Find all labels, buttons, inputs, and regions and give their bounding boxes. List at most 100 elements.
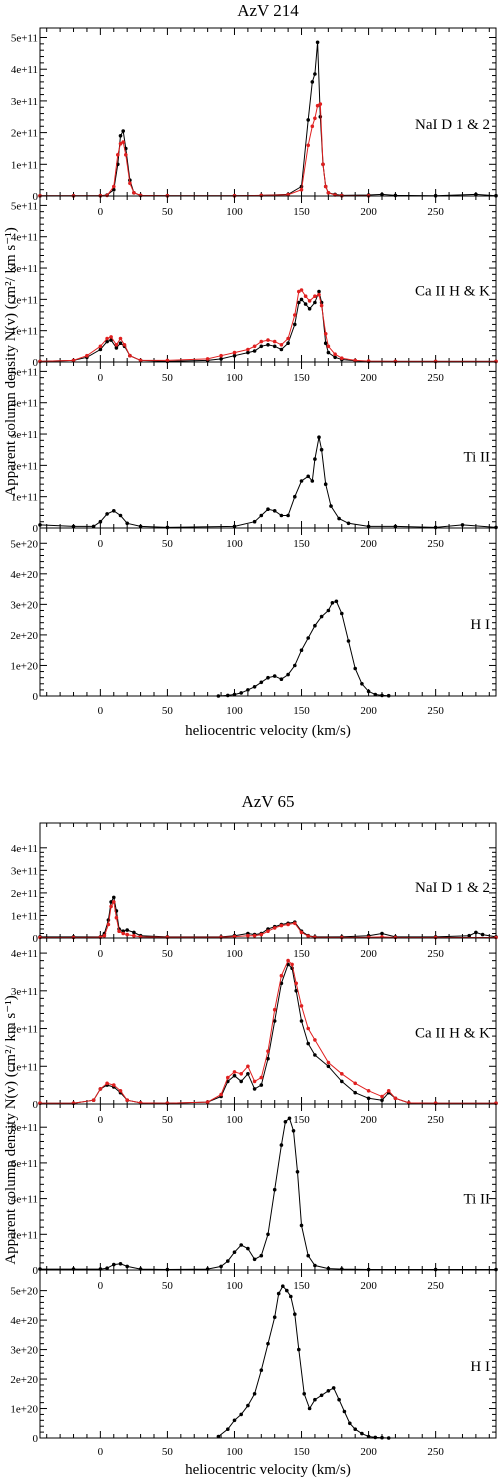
data-point (219, 1264, 223, 1269)
data-point (286, 336, 290, 341)
series-line (39, 289, 496, 362)
data-point (286, 341, 290, 346)
data-point (246, 1246, 250, 1251)
data-point (306, 143, 311, 148)
data-point (346, 521, 351, 526)
x-tick-label: 100 (226, 538, 243, 550)
data-point (294, 981, 299, 986)
data-point (299, 1223, 304, 1228)
data-point (105, 336, 109, 341)
data-point (279, 923, 284, 928)
x-tick-label: 250 (427, 705, 444, 717)
data-point (366, 524, 371, 529)
data-point (125, 1098, 129, 1102)
data-point (259, 344, 264, 349)
panel: 0 2e+11 4e+11 6e+11 8e+11 0 50 100 150 200 250 Ti I… (11, 1103, 498, 1277)
data-point (313, 72, 317, 76)
data-point (109, 338, 113, 342)
data-point (310, 124, 315, 129)
data-point (246, 347, 250, 352)
data-point (474, 192, 478, 197)
x-tick-label: 250 (427, 538, 444, 550)
data-point (386, 1089, 391, 1093)
panel-label: Ca II H & K (415, 1026, 490, 1042)
data-point (337, 1397, 341, 1402)
data-point (138, 358, 143, 363)
data-point (259, 932, 264, 937)
data-point (109, 904, 113, 909)
data-point (98, 1087, 103, 1091)
panel: 0 1e+11 2e+11 3e+11 4e+11 NaI D 1 & 2 (11, 822, 498, 945)
data-point (281, 1284, 285, 1288)
data-point (125, 521, 129, 526)
data-point (85, 353, 89, 358)
data-point (313, 294, 317, 299)
data-point (226, 693, 230, 698)
series-1 (38, 435, 498, 530)
data-point (315, 40, 320, 45)
data-point (272, 1007, 277, 1012)
x-tick-label: 200 (360, 1280, 377, 1292)
series-2 (38, 288, 498, 364)
x-tick-label: 50 (162, 705, 174, 717)
panel: 0 1e+11 2e+11 3e+11 4e+11 5e+11 0 50 100 150 200 25… (11, 361, 498, 535)
data-point (299, 479, 304, 483)
data-point (232, 1418, 237, 1423)
data-point (285, 1288, 289, 1293)
data-point (340, 611, 344, 616)
y-tick-label: 5e+11 (11, 200, 38, 212)
data-point (259, 1075, 264, 1080)
x-tick-label: 200 (360, 206, 377, 218)
data-point (252, 685, 257, 689)
data-point (386, 1436, 391, 1440)
data-point (380, 192, 384, 197)
data-point (118, 513, 123, 518)
data-point (246, 1403, 250, 1408)
data-point (106, 922, 111, 927)
data-point (373, 692, 378, 697)
data-point (353, 1081, 358, 1086)
data-point (326, 344, 331, 349)
x-tick-label: 200 (360, 1446, 377, 1458)
x-tick-label: 100 (226, 705, 243, 717)
y-tick-label: 5e+20 (10, 538, 38, 550)
data-point (380, 1098, 384, 1102)
data-point (91, 1098, 96, 1102)
y-tick-label: 0 (33, 933, 39, 945)
data-point (467, 933, 472, 938)
data-point (348, 1421, 352, 1426)
data-point (125, 928, 129, 932)
y-tick-label: 2e+11 (11, 888, 38, 900)
data-point (313, 1263, 317, 1268)
data-point (259, 1253, 264, 1258)
data-point (219, 357, 223, 361)
data-point (326, 1060, 331, 1065)
series-line (218, 600, 389, 697)
y-tick-label: 1e+20 (10, 660, 38, 672)
data-point (283, 1120, 288, 1124)
y-tick-label: 0 (33, 691, 39, 703)
data-point (118, 141, 123, 146)
data-point (98, 344, 103, 349)
data-point (289, 1294, 293, 1299)
x-tick-label: 150 (293, 206, 310, 218)
data-point (279, 343, 284, 347)
y-tick-label: 0 (33, 1099, 39, 1111)
data-point (286, 922, 290, 927)
data-point (295, 1170, 300, 1174)
data-point (38, 523, 42, 527)
data-point (294, 989, 299, 993)
data-point (286, 958, 290, 963)
data-point (293, 663, 297, 668)
y-tick-label: 3e+11 (11, 96, 38, 108)
x-tick-label: 200 (360, 372, 377, 384)
y-tick-label: 0 (33, 523, 39, 535)
data-point (286, 672, 290, 677)
data-point (386, 693, 391, 698)
data-point (313, 1038, 317, 1042)
data-point (313, 1397, 317, 1402)
data-point (266, 507, 270, 512)
x-tick-label: 150 (293, 1114, 310, 1126)
y-tick-label: 3e+20 (10, 1345, 38, 1357)
data-point (124, 153, 128, 157)
